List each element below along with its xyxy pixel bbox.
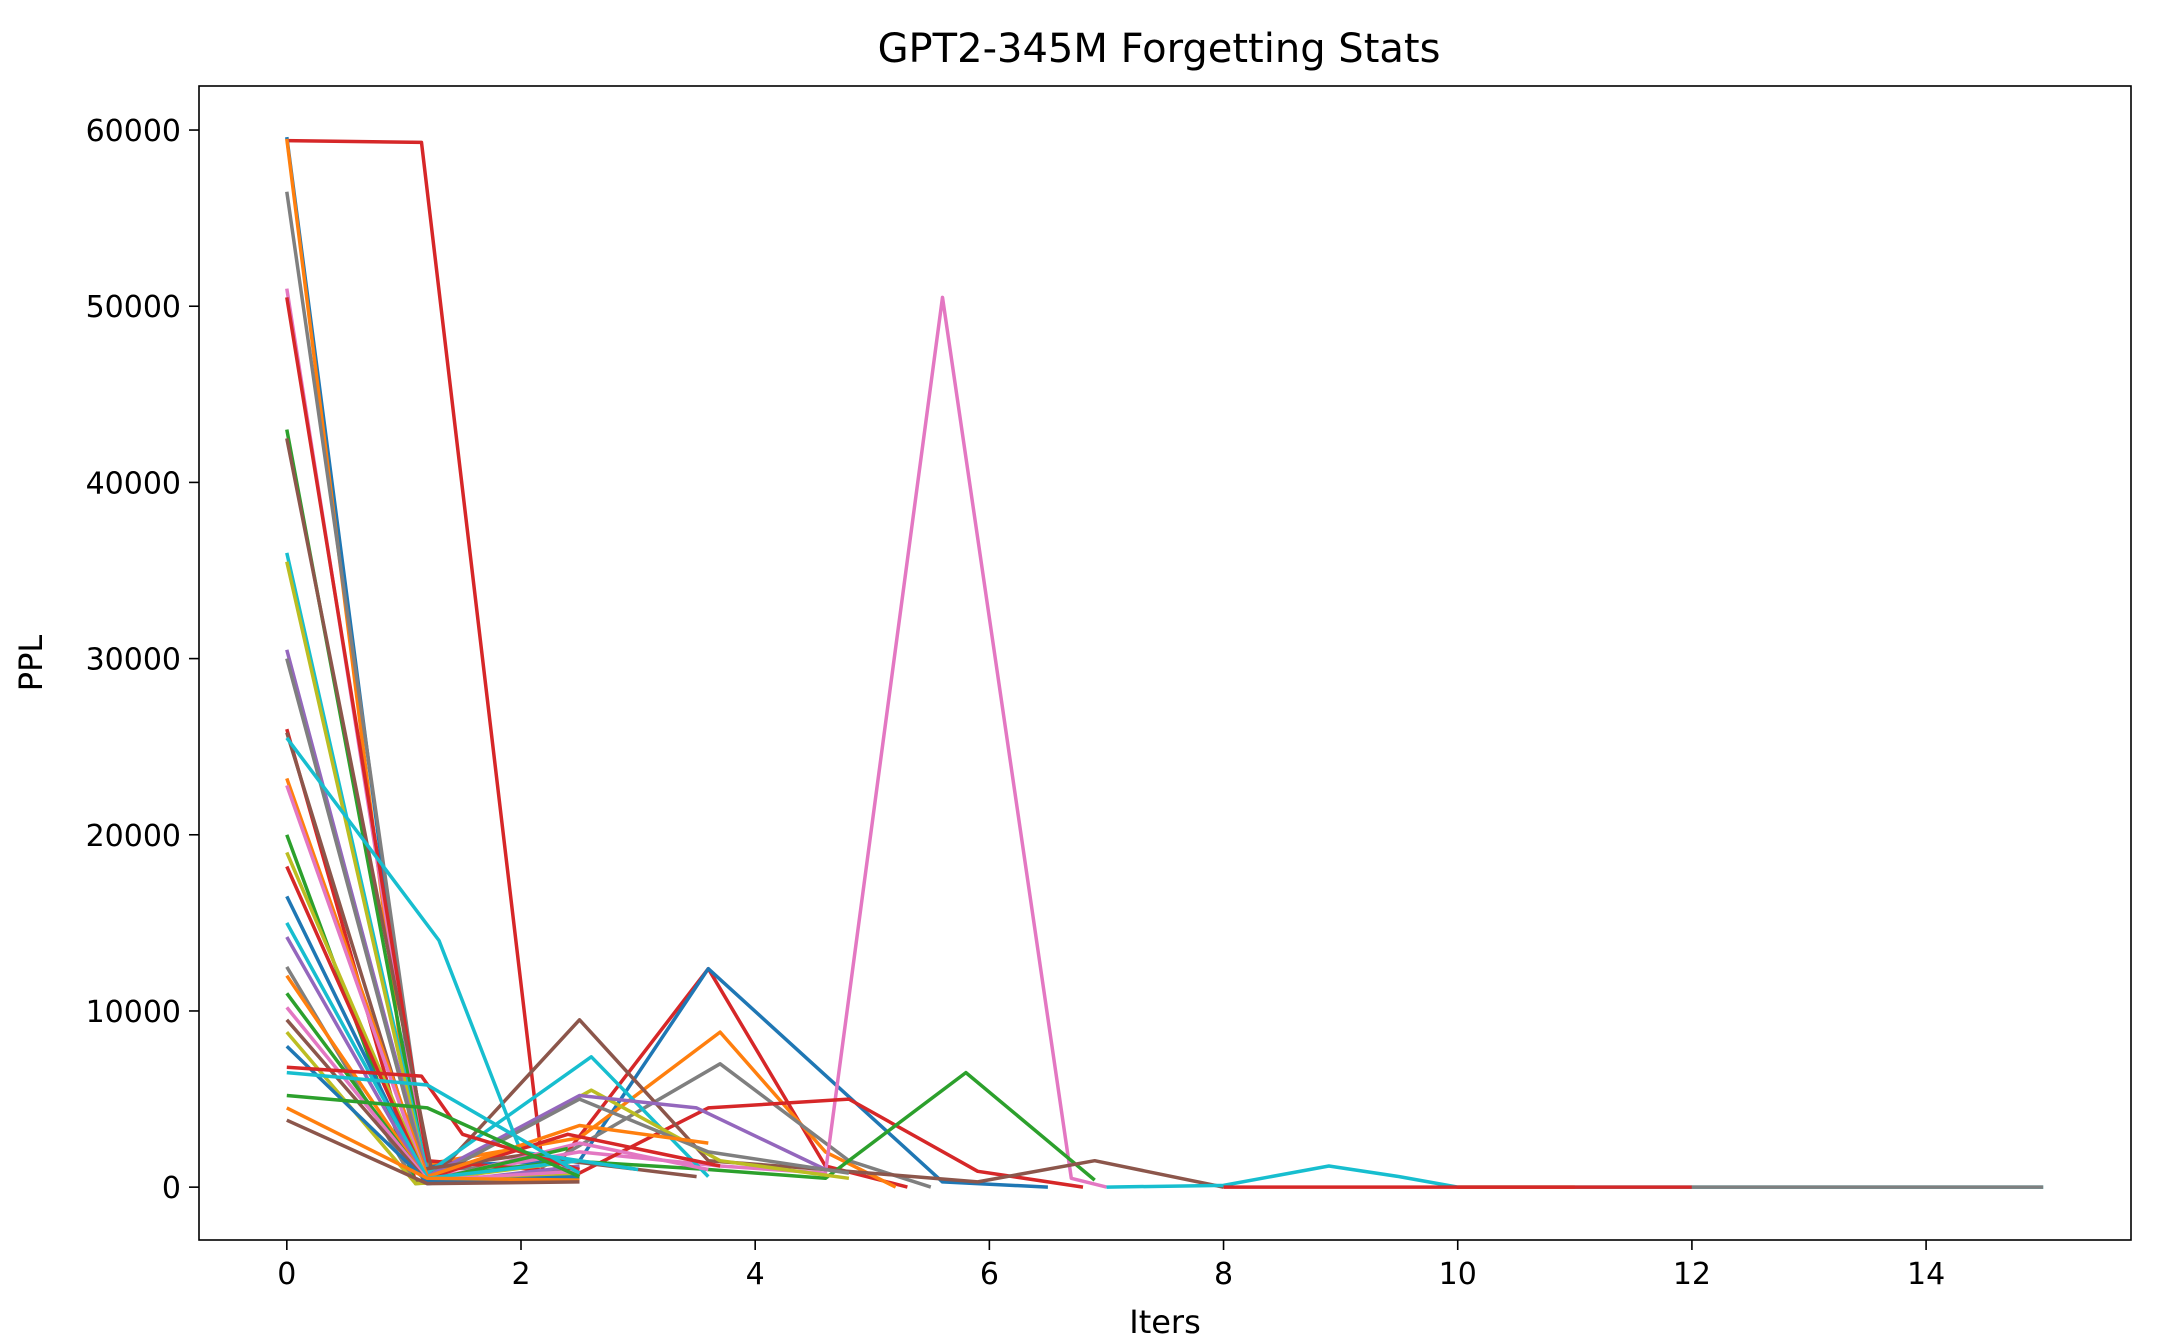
x-tick-label: 12 [1673,1257,1711,1292]
y-axis-ticks: 0 10000 20000 30000 40000 50000 60000 [86,114,199,1206]
series-line-16 [285,777,709,1179]
series-line-35 [286,1118,580,1186]
x-tick-label: 14 [1907,1257,1945,1292]
y-tick-label: 60000 [86,114,181,149]
series-line-34 [286,1106,580,1182]
series-line-9 [285,552,710,1178]
x-tick-label: 0 [277,1257,296,1292]
series-line-32 [286,1070,581,1175]
y-tick-label: 50000 [86,290,181,325]
y-tick-label: 20000 [86,819,181,854]
x-axis-label: Iters [1129,1303,1201,1341]
y-tick-label: 0 [162,1171,181,1206]
x-tick-label: 6 [980,1257,999,1292]
series-line-6 [285,297,1084,1189]
x-tick-label: 4 [746,1257,765,1292]
x-tick-label: 10 [1439,1257,1477,1292]
x-tick-label: 8 [1214,1257,1233,1292]
y-axis-label: PPL [12,635,50,692]
series-line-33 [286,1093,581,1179]
plot-frame [198,85,2132,1241]
x-tick-label: 2 [511,1257,530,1292]
series-line-12 [285,658,850,1182]
x-axis-ticks: 0 2 4 6 8 10 12 14 [277,1240,1945,1292]
chart-title: GPT2-345M Forgetting Stats [878,26,1441,72]
series-line-15 [285,736,639,1172]
plot-lines [285,136,2044,1189]
series-line-10 [285,561,850,1182]
y-tick-label: 10000 [86,995,181,1030]
y-tick-label: 30000 [86,643,181,678]
y-tick-label: 40000 [86,466,181,501]
